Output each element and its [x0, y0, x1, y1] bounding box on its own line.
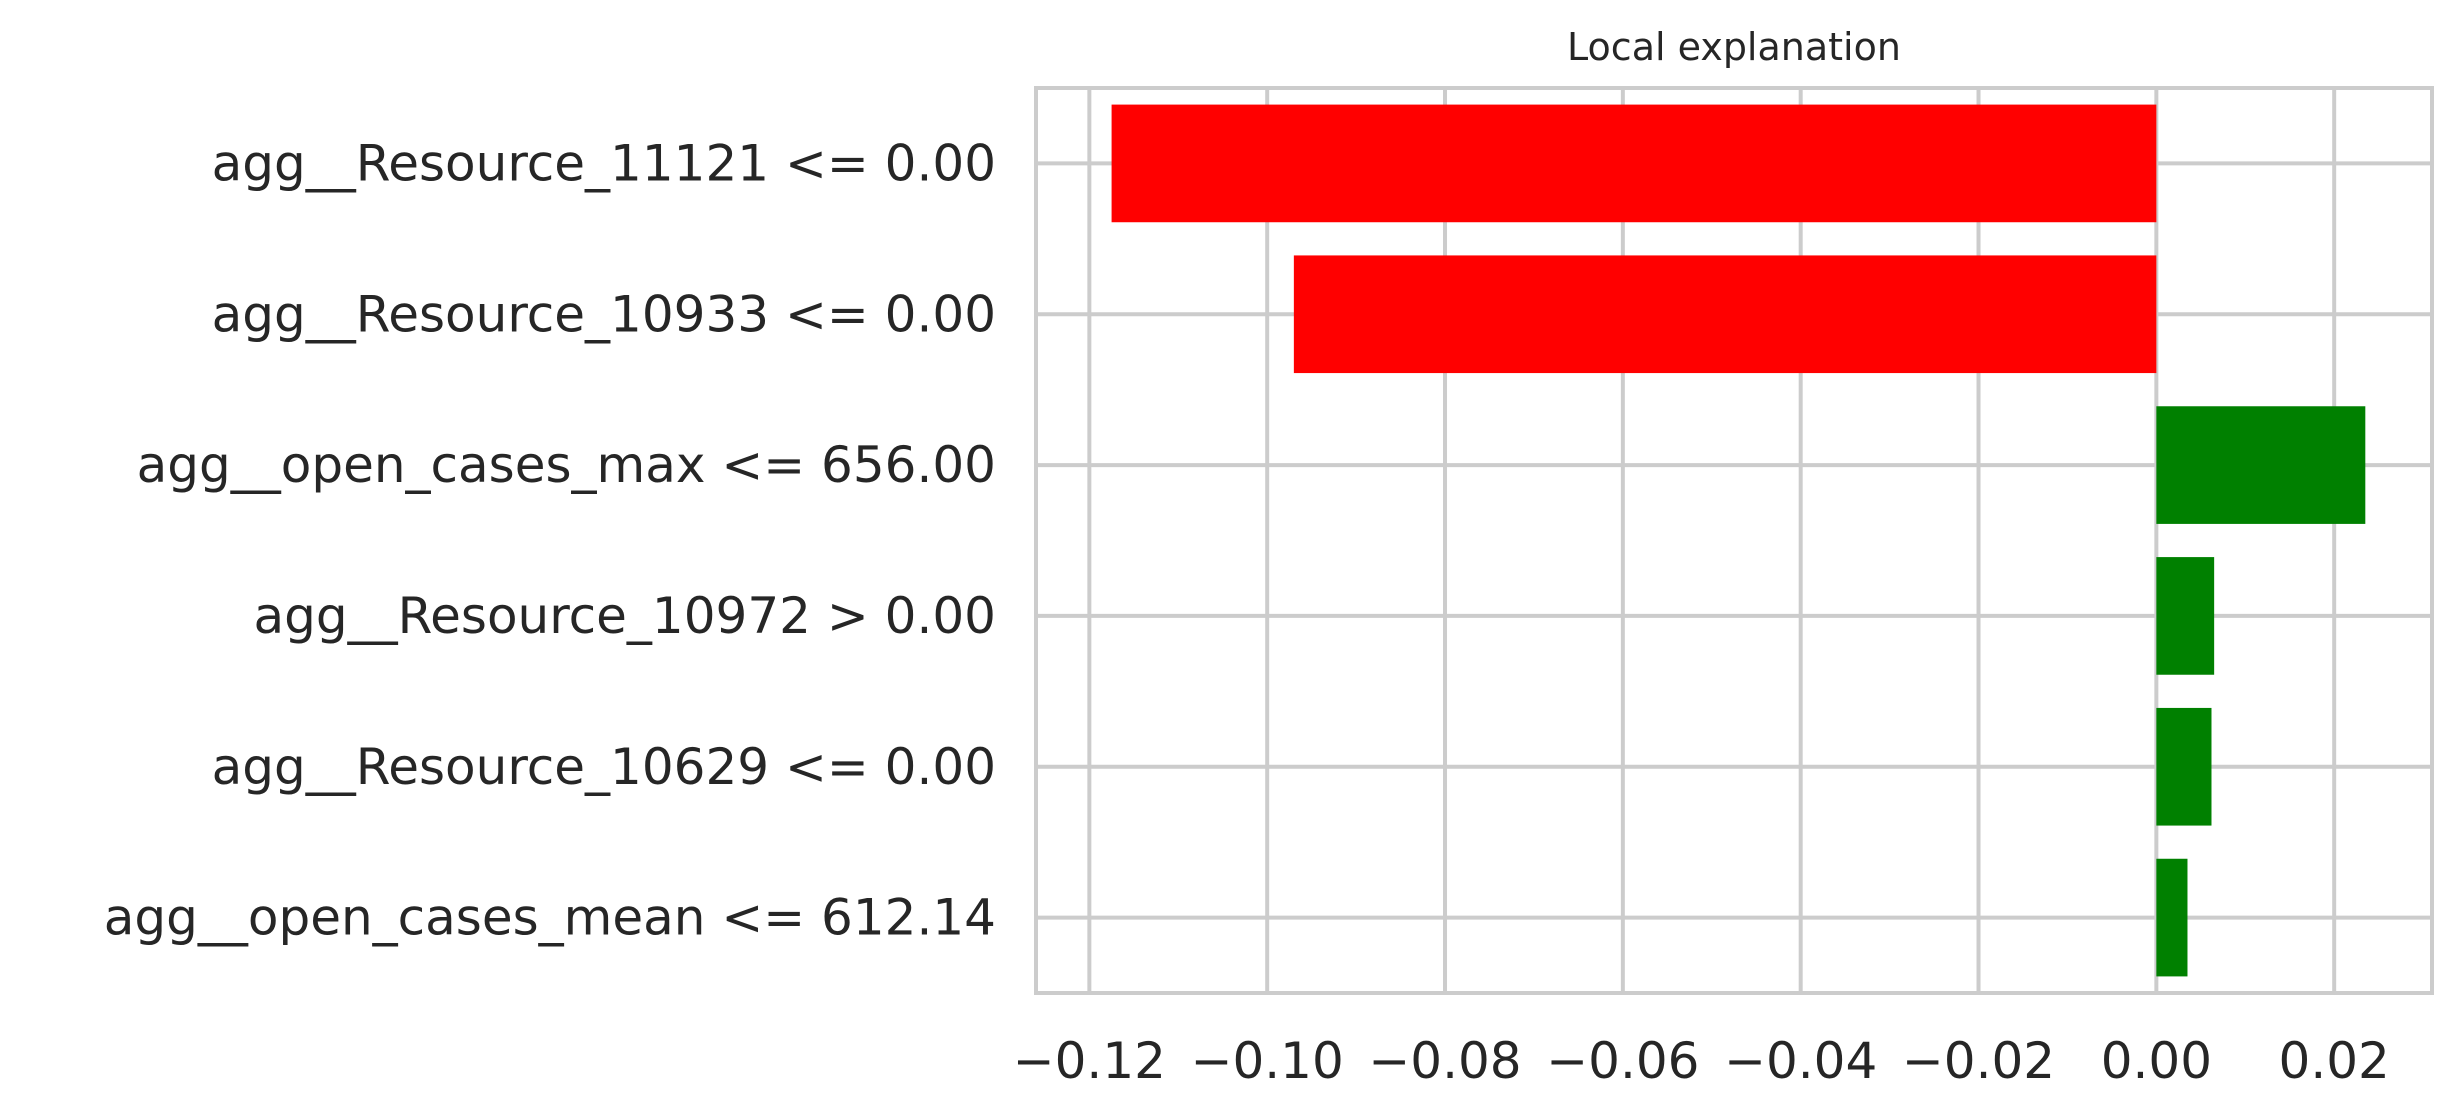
x-tick-label: −0.10 [1191, 1032, 1344, 1090]
y-tick-label: agg__Resource_10972 > 0.00 [254, 587, 996, 645]
x-tick-label: −0.12 [1013, 1032, 1166, 1090]
y-tick-label: agg__Resource_10629 <= 0.00 [212, 738, 996, 796]
y-tick-labels: agg__Resource_11121 <= 0.00 agg__Resource… [104, 134, 996, 946]
x-tick-labels: −0.12 −0.10 −0.08 −0.06 −0.04 −0.02 0.00 0.02 [1013, 1032, 2390, 1090]
x-tick-label: 0.00 [2101, 1032, 2212, 1090]
bar [1293, 255, 2157, 374]
bar [2156, 557, 2215, 675]
bar [2156, 858, 2188, 977]
bars [1111, 104, 2366, 977]
y-tick-label: agg__open_cases_max <= 656.00 [137, 436, 996, 494]
bar [2156, 406, 2366, 524]
x-tick-label: −0.04 [1724, 1032, 1877, 1090]
bar [1111, 104, 2157, 223]
x-tick-label: −0.08 [1368, 1032, 1521, 1090]
x-tick-label: −0.06 [1546, 1032, 1699, 1090]
grid-lines [1036, 88, 2432, 993]
y-tick-label: agg__Resource_10933 <= 0.00 [212, 285, 996, 343]
plot-frame [1034, 86, 2434, 995]
y-tick-label: agg__Resource_11121 <= 0.00 [212, 134, 996, 192]
x-tick-label: −0.02 [1902, 1032, 2055, 1090]
chart-title: Local explanation [1567, 25, 1901, 69]
x-tick-label: 0.02 [2279, 1032, 2390, 1090]
y-tick-label: agg__open_cases_mean <= 612.14 [104, 889, 996, 947]
bar [2156, 707, 2212, 826]
